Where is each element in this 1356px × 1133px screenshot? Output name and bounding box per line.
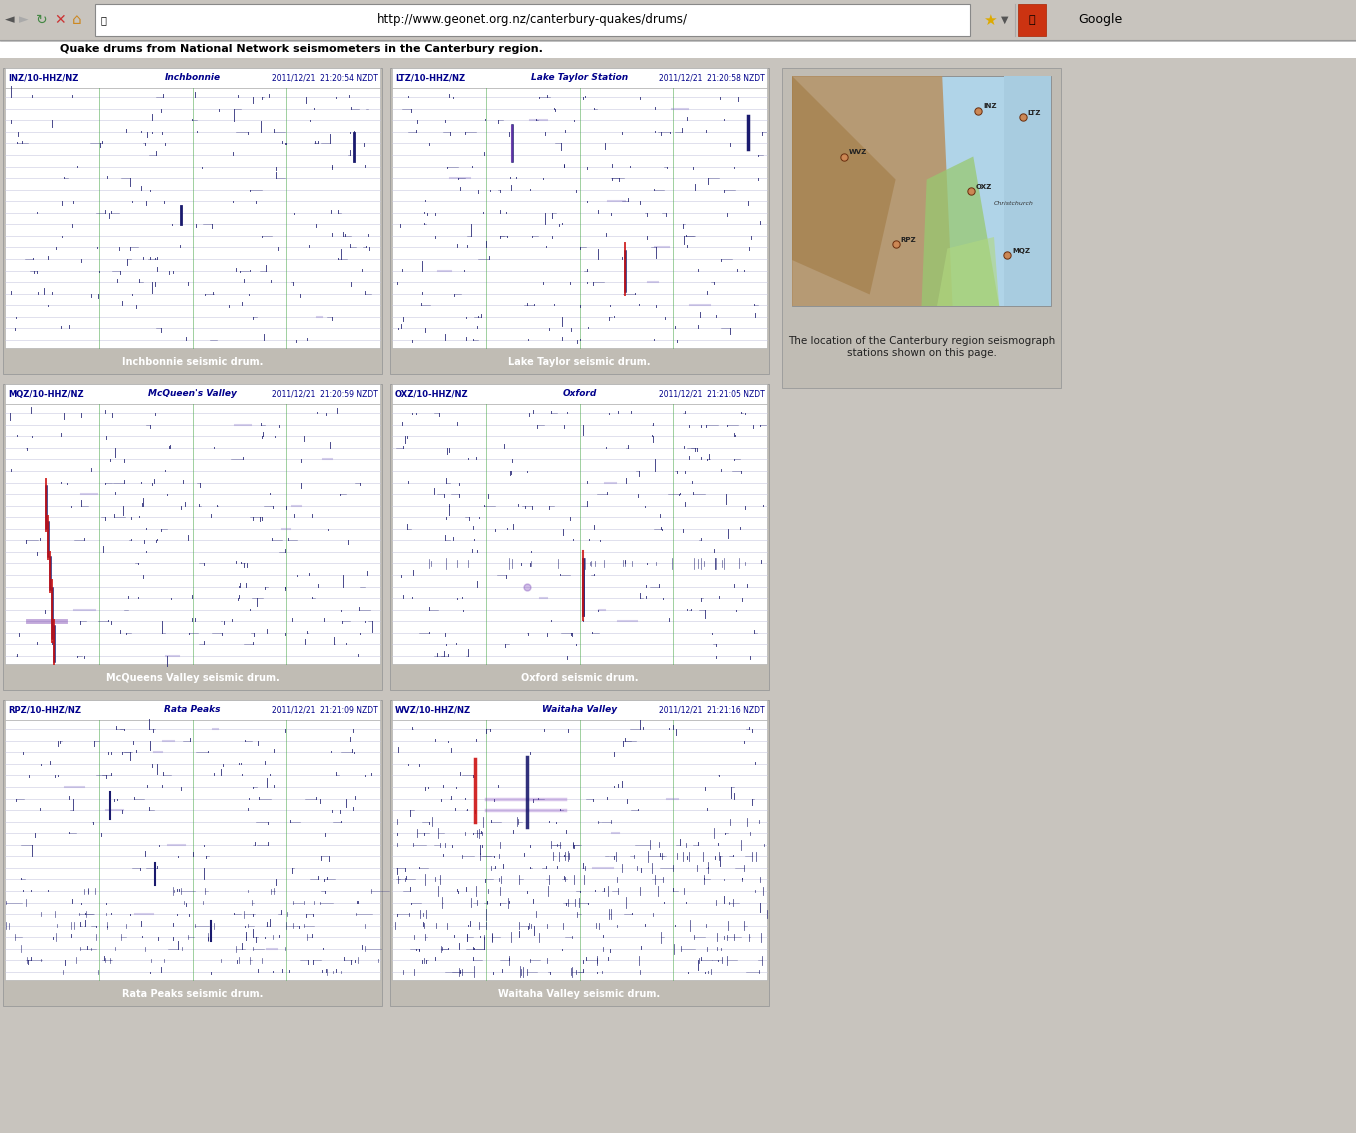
- Bar: [5, 719, 380, 980]
- Bar: [5, 700, 380, 719]
- Text: McQueen's Valley: McQueen's Valley: [148, 390, 237, 399]
- Bar: [3, 700, 382, 1006]
- Bar: [392, 88, 767, 348]
- Bar: [0, 0, 1356, 40]
- Text: OXZ: OXZ: [976, 184, 993, 190]
- Text: ✕: ✕: [54, 12, 66, 27]
- Text: MQZ: MQZ: [1012, 248, 1031, 255]
- Text: ★: ★: [983, 12, 997, 27]
- Text: 2011/12/21  21:21:09 NZDT: 2011/12/21 21:21:09 NZDT: [273, 706, 378, 715]
- Bar: [1018, 5, 1045, 36]
- Bar: [0, 372, 1356, 384]
- Text: LTZ: LTZ: [1028, 110, 1041, 117]
- Text: 2011/12/21  21:20:54 NZDT: 2011/12/21 21:20:54 NZDT: [273, 74, 378, 83]
- Text: Oxford seismic drum.: Oxford seismic drum.: [521, 673, 639, 683]
- Bar: [392, 68, 767, 88]
- Text: 2011/12/21  21:20:59 NZDT: 2011/12/21 21:20:59 NZDT: [273, 390, 378, 399]
- Bar: [0, 40, 1356, 58]
- Text: ↻: ↻: [37, 12, 47, 27]
- Bar: [392, 384, 767, 404]
- Text: Inchbonnie: Inchbonnie: [164, 74, 221, 83]
- Text: ▼: ▼: [1001, 15, 1009, 25]
- Bar: [5, 384, 380, 404]
- Bar: [95, 5, 970, 36]
- Text: Lake Taylor Station: Lake Taylor Station: [532, 74, 628, 83]
- Text: Rata Peaks: Rata Peaks: [164, 706, 221, 715]
- Bar: [391, 700, 769, 1006]
- Bar: [3, 68, 382, 374]
- Bar: [5, 404, 380, 664]
- Text: McQueens Valley seismic drum.: McQueens Valley seismic drum.: [106, 673, 279, 683]
- Bar: [5, 68, 380, 88]
- Text: 2011/12/21  21:21:05 NZDT: 2011/12/21 21:21:05 NZDT: [659, 390, 765, 399]
- Text: INZ: INZ: [983, 103, 997, 110]
- Text: Quake drums from National Network seismometers in the Canterbury region.: Quake drums from National Network seismo…: [60, 44, 542, 54]
- Text: 2011/12/21  21:21:16 NZDT: 2011/12/21 21:21:16 NZDT: [659, 706, 765, 715]
- Bar: [792, 76, 1051, 306]
- Polygon shape: [922, 156, 999, 306]
- Bar: [391, 68, 769, 374]
- Text: WVZ/10-HHZ/NZ: WVZ/10-HHZ/NZ: [395, 706, 471, 715]
- Text: 🌐: 🌐: [1029, 15, 1036, 25]
- Text: OXZ/10-HHZ/NZ: OXZ/10-HHZ/NZ: [395, 390, 469, 399]
- Bar: [391, 384, 769, 690]
- Text: Rata Peaks seismic drum.: Rata Peaks seismic drum.: [122, 989, 263, 999]
- Bar: [782, 68, 1060, 387]
- Text: WVZ: WVZ: [849, 150, 868, 155]
- Text: Inchbonnie seismic drum.: Inchbonnie seismic drum.: [122, 357, 263, 367]
- Text: Waitaha Valley seismic drum.: Waitaha Valley seismic drum.: [499, 989, 660, 999]
- Polygon shape: [937, 237, 999, 306]
- Text: Google: Google: [1078, 14, 1123, 26]
- Text: Lake Taylor seismic drum.: Lake Taylor seismic drum.: [508, 357, 651, 367]
- Bar: [392, 719, 767, 980]
- Text: INZ/10-HHZ/NZ: INZ/10-HHZ/NZ: [8, 74, 79, 83]
- Text: http://www.geonet.org.nz/canterbury-quakes/drums/: http://www.geonet.org.nz/canterbury-quak…: [377, 14, 687, 26]
- Text: Oxford: Oxford: [563, 390, 597, 399]
- Bar: [5, 88, 380, 348]
- Polygon shape: [792, 76, 952, 306]
- Text: RPZ/10-HHZ/NZ: RPZ/10-HHZ/NZ: [8, 706, 81, 715]
- Text: LTZ/10-HHZ/NZ: LTZ/10-HHZ/NZ: [395, 74, 465, 83]
- Text: ◄: ◄: [5, 14, 15, 26]
- Text: Waitaha Valley: Waitaha Valley: [542, 706, 617, 715]
- Text: ►: ►: [19, 14, 28, 26]
- Text: 🔒: 🔒: [100, 15, 106, 25]
- Text: ⌂: ⌂: [72, 12, 81, 27]
- Text: RPZ: RPZ: [900, 237, 917, 242]
- Bar: [392, 404, 767, 664]
- Polygon shape: [792, 76, 895, 295]
- Text: The location of the Canterbury region seismograph
stations shown on this page.: The location of the Canterbury region se…: [788, 337, 1055, 358]
- Bar: [392, 700, 767, 719]
- Bar: [3, 384, 382, 690]
- Bar: [1005, 76, 1051, 306]
- Bar: [0, 688, 1356, 700]
- Text: 2011/12/21  21:20:58 NZDT: 2011/12/21 21:20:58 NZDT: [659, 74, 765, 83]
- Text: MQZ/10-HHZ/NZ: MQZ/10-HHZ/NZ: [8, 390, 84, 399]
- Text: Christchurch: Christchurch: [994, 201, 1033, 206]
